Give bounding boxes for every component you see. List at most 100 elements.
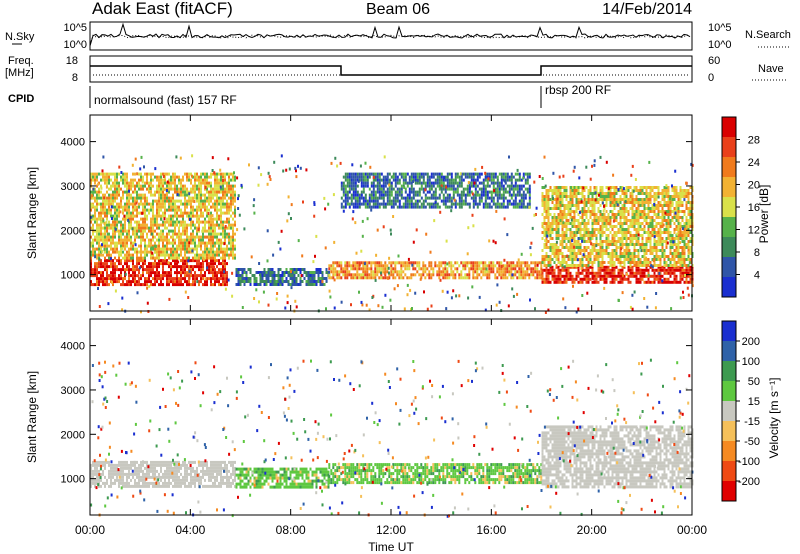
range-time-cell: [234, 175, 236, 179]
range-time-cell: [132, 202, 134, 206]
range-time-cell: [116, 190, 118, 194]
range-time-cell: [430, 202, 433, 206]
range-time-cell: [104, 259, 106, 263]
range-time-cell: [454, 205, 457, 209]
range-time-cell: [144, 208, 146, 212]
range-time-cell: [631, 268, 634, 272]
range-time-cell: [239, 268, 242, 271]
range-time-cell: [196, 259, 198, 263]
range-time-cell: [172, 283, 174, 287]
range-time-cell: [613, 231, 616, 234]
range-time-cell: [226, 244, 228, 248]
range-time-cell: [212, 283, 214, 287]
range-time-cell: [597, 216, 600, 219]
range-time-cell: [605, 192, 608, 195]
range-time-cell: [206, 172, 208, 176]
range-time-cell: [583, 189, 586, 192]
range-time-cell: [498, 193, 501, 197]
range-time-cell: [190, 205, 192, 209]
range-time-cell: [162, 199, 164, 203]
range-time-cell: [214, 253, 216, 257]
range-time-cell: [232, 190, 234, 194]
range-time-cell: [354, 276, 357, 280]
range-time-cell: [261, 274, 264, 277]
range-time-cell: [118, 172, 120, 176]
range-time-cell: [394, 190, 397, 194]
range-time-cell: [633, 234, 636, 237]
nave-tick-lo: 0: [708, 72, 714, 84]
range-time-cell: [184, 253, 186, 257]
range-time-cell: [228, 238, 230, 242]
range-time-cell: [448, 273, 451, 277]
range-time-cell: [438, 261, 441, 265]
range-time-cell: [198, 280, 200, 284]
range-time-cell: [583, 264, 586, 267]
range-time-cell: [323, 283, 326, 286]
range-time-cell: [96, 196, 98, 200]
range-time-cell: [402, 196, 405, 200]
range-time-cell: [122, 268, 124, 272]
range-time-cell: [575, 277, 578, 281]
range-time-cell: [220, 256, 222, 260]
range-time-cell: [587, 195, 590, 198]
range-time-cell: [605, 228, 608, 231]
range-time-cell: [212, 259, 214, 263]
range-time-cell: [559, 277, 562, 281]
range-time-cell: [563, 210, 566, 213]
range-time-cell: [214, 193, 216, 197]
range-time-cell: [464, 196, 467, 200]
range-time-cell: [514, 199, 517, 203]
range-time-cell: [226, 181, 228, 185]
range-time-cell: [160, 235, 162, 239]
range-time-cell: [146, 265, 148, 269]
range-time-cell: [110, 262, 112, 266]
range-time-cell: [126, 214, 128, 218]
range-time-cell: [198, 262, 200, 266]
range-time-cell: [218, 202, 220, 206]
range-time-cell: [208, 175, 210, 179]
range-time-cell: [212, 271, 214, 275]
range-time-cell: [500, 175, 503, 179]
range-time-cell: [526, 270, 529, 274]
range-time-cell: [328, 276, 331, 280]
range-time-cell: [462, 267, 465, 271]
range-time-cell: [253, 283, 256, 286]
range-time-cell: [222, 172, 224, 176]
range-time-cell: [134, 280, 136, 284]
range-time-cell: [440, 261, 443, 265]
range-time-cell: [452, 202, 455, 206]
range-time-cell: [422, 261, 425, 265]
range-time-cell: [635, 240, 638, 243]
range-time-cell: [633, 228, 636, 231]
range-time-cell: [591, 228, 594, 231]
range-time-cell: [601, 192, 604, 195]
range-time-cell: [176, 259, 178, 263]
range-time-cell: [629, 234, 632, 237]
range-time-cell: [358, 175, 361, 179]
range-time-cell: [362, 276, 365, 280]
range-time-cell: [277, 283, 280, 286]
range-time-cell: [490, 196, 493, 200]
range-time-cell: [216, 172, 218, 176]
range-time-cell: [450, 202, 453, 206]
range-time-cell: [309, 280, 312, 283]
range-time-cell: [186, 190, 188, 194]
range-time-cell: [112, 232, 114, 236]
range-time-cell: [224, 253, 226, 257]
range-time-cell: [124, 268, 126, 272]
range-time-cell: [265, 277, 268, 280]
range-time-cell: [108, 256, 110, 260]
range-time-cell: [432, 202, 435, 206]
range-time-cell: [196, 178, 198, 182]
range-time-cell: [557, 261, 560, 264]
range-time-cell: [100, 229, 102, 233]
range-time-cell: [202, 268, 204, 272]
range-time-cell: [545, 252, 548, 255]
range-time-cell: [192, 247, 194, 251]
range-time-cell: [577, 243, 580, 246]
range-time-cell: [486, 273, 489, 277]
range-time-cell: [390, 273, 393, 277]
range-time-cell: [200, 205, 202, 209]
range-time-cell: [637, 252, 640, 255]
range-time-cell: [362, 202, 365, 206]
